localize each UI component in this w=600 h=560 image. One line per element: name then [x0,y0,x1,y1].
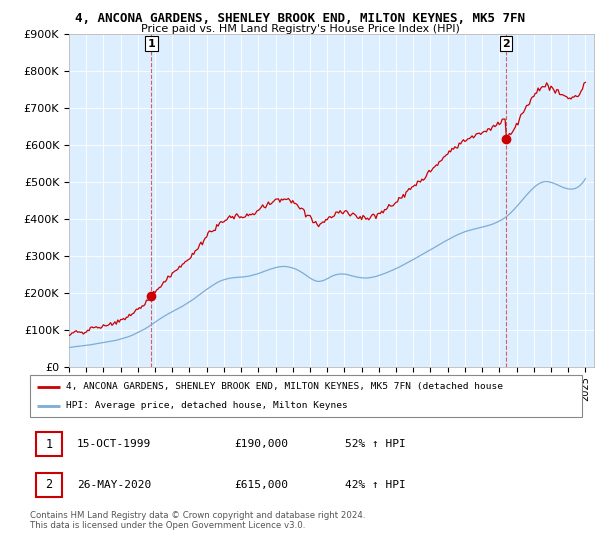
Text: Price paid vs. HM Land Registry's House Price Index (HPI): Price paid vs. HM Land Registry's House … [140,24,460,34]
FancyBboxPatch shape [35,432,62,456]
Text: £190,000: £190,000 [234,439,288,449]
Text: 4, ANCONA GARDENS, SHENLEY BROOK END, MILTON KEYNES, MK5 7FN (detached house: 4, ANCONA GARDENS, SHENLEY BROOK END, MI… [66,382,503,391]
Text: 1: 1 [45,438,52,451]
Text: Contains HM Land Registry data © Crown copyright and database right 2024.
This d: Contains HM Land Registry data © Crown c… [30,511,365,530]
Text: 4, ANCONA GARDENS, SHENLEY BROOK END, MILTON KEYNES, MK5 7FN: 4, ANCONA GARDENS, SHENLEY BROOK END, MI… [75,12,525,25]
Text: 26-MAY-2020: 26-MAY-2020 [77,480,151,490]
Text: 2: 2 [502,39,510,49]
Text: 15-OCT-1999: 15-OCT-1999 [77,439,151,449]
FancyBboxPatch shape [35,473,62,497]
Text: 42% ↑ HPI: 42% ↑ HPI [344,480,406,490]
Text: HPI: Average price, detached house, Milton Keynes: HPI: Average price, detached house, Milt… [66,402,347,410]
FancyBboxPatch shape [30,375,582,417]
Text: £615,000: £615,000 [234,480,288,490]
Text: 2: 2 [45,478,52,491]
Text: 1: 1 [148,39,155,49]
Text: 52% ↑ HPI: 52% ↑ HPI [344,439,406,449]
